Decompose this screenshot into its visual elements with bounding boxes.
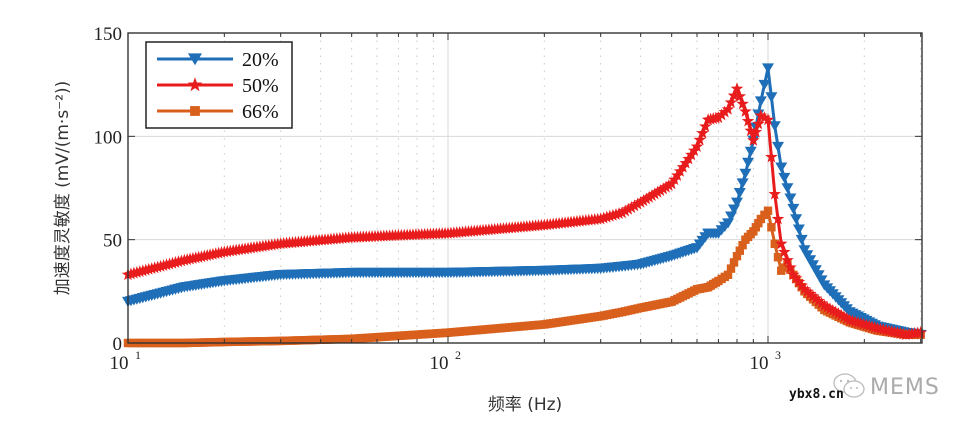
x-axis-title: 频率 (Hz) (488, 395, 562, 415)
series-layer (121, 63, 927, 348)
x-tick-exponent: 1 (135, 348, 141, 362)
legend-item-66pct: 66% (157, 101, 279, 123)
axis-ticks (127, 32, 922, 344)
watermark-brand: MEMS (870, 375, 940, 400)
y-tick-label: 0 (113, 334, 123, 355)
legend-label: 50% (242, 75, 279, 97)
grid-lines (127, 33, 922, 343)
y-axis-title: 加速度灵敏度 (mV/(m·s⁻²)) (53, 81, 73, 295)
x-tick-exponent: 3 (775, 348, 781, 362)
x-tick-label: 10 (430, 353, 449, 374)
legend-label: 20% (242, 49, 279, 71)
y-tick-label: 50 (103, 231, 122, 252)
legend: 20% 50% 66% (145, 41, 293, 129)
x-tick-label: 10 (750, 353, 769, 374)
x-tick-label: 10 (110, 353, 129, 374)
tick-labels: 0 50 100 150 10 1 10 2 10 3 (94, 24, 782, 374)
plot-frame (127, 32, 923, 344)
series-20pct (122, 63, 927, 341)
legend-item-20pct: 20% (157, 49, 279, 71)
wechat-icon (833, 373, 865, 398)
watermark-site: ybx8.cn (789, 387, 844, 402)
y-tick-label: 150 (94, 24, 123, 45)
legend-label: 66% (242, 101, 279, 123)
legend-item-50pct: 50% (157, 75, 279, 97)
y-tick-label: 100 (94, 127, 123, 148)
series-50pct (121, 82, 927, 341)
x-tick-exponent: 2 (455, 348, 461, 362)
